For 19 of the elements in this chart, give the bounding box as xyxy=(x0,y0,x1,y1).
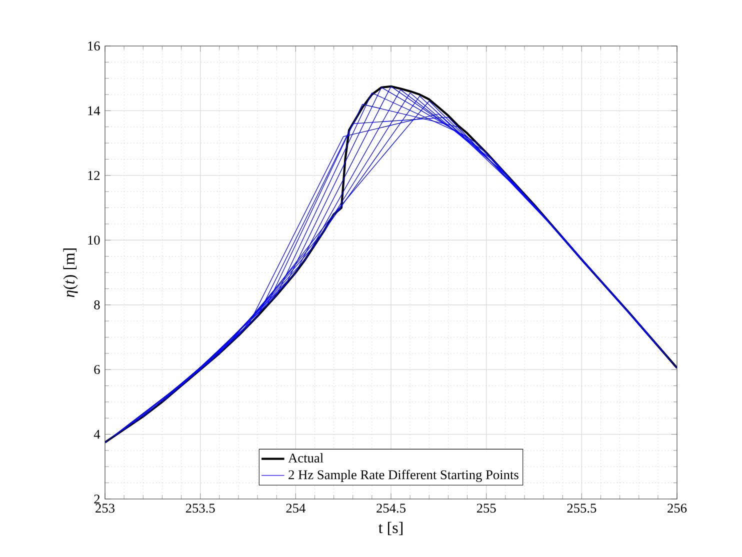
x-tick-label: 254 xyxy=(286,504,306,513)
y-tick-label: 14 xyxy=(88,106,100,116)
y-tick-label: 16 xyxy=(88,42,100,50)
x-tick-label: 256 xyxy=(668,504,687,513)
y-tick-label: 12 xyxy=(88,171,100,180)
y-tick-label: 4 xyxy=(94,430,100,439)
y-axis-title: η(t) [m] xyxy=(63,248,78,298)
x-tick-label: 255.5 xyxy=(567,504,596,513)
legend-label: Actual xyxy=(288,453,324,463)
x-axis-title: t [s] xyxy=(378,522,402,536)
x-tick-label: 255 xyxy=(476,504,496,513)
y-tick-label: 8 xyxy=(94,300,100,310)
legend-label: 2 Hz Sample Rate Different Starting Points xyxy=(288,470,518,482)
x-tick-label: 253.5 xyxy=(186,504,215,513)
y-tick-label: 10 xyxy=(88,236,100,245)
x-tick-label: 254.5 xyxy=(376,504,406,513)
y-tick-label: 6 xyxy=(94,365,100,374)
y-tick-label: 2 xyxy=(94,494,100,504)
x-tick-label: 253 xyxy=(96,504,114,513)
